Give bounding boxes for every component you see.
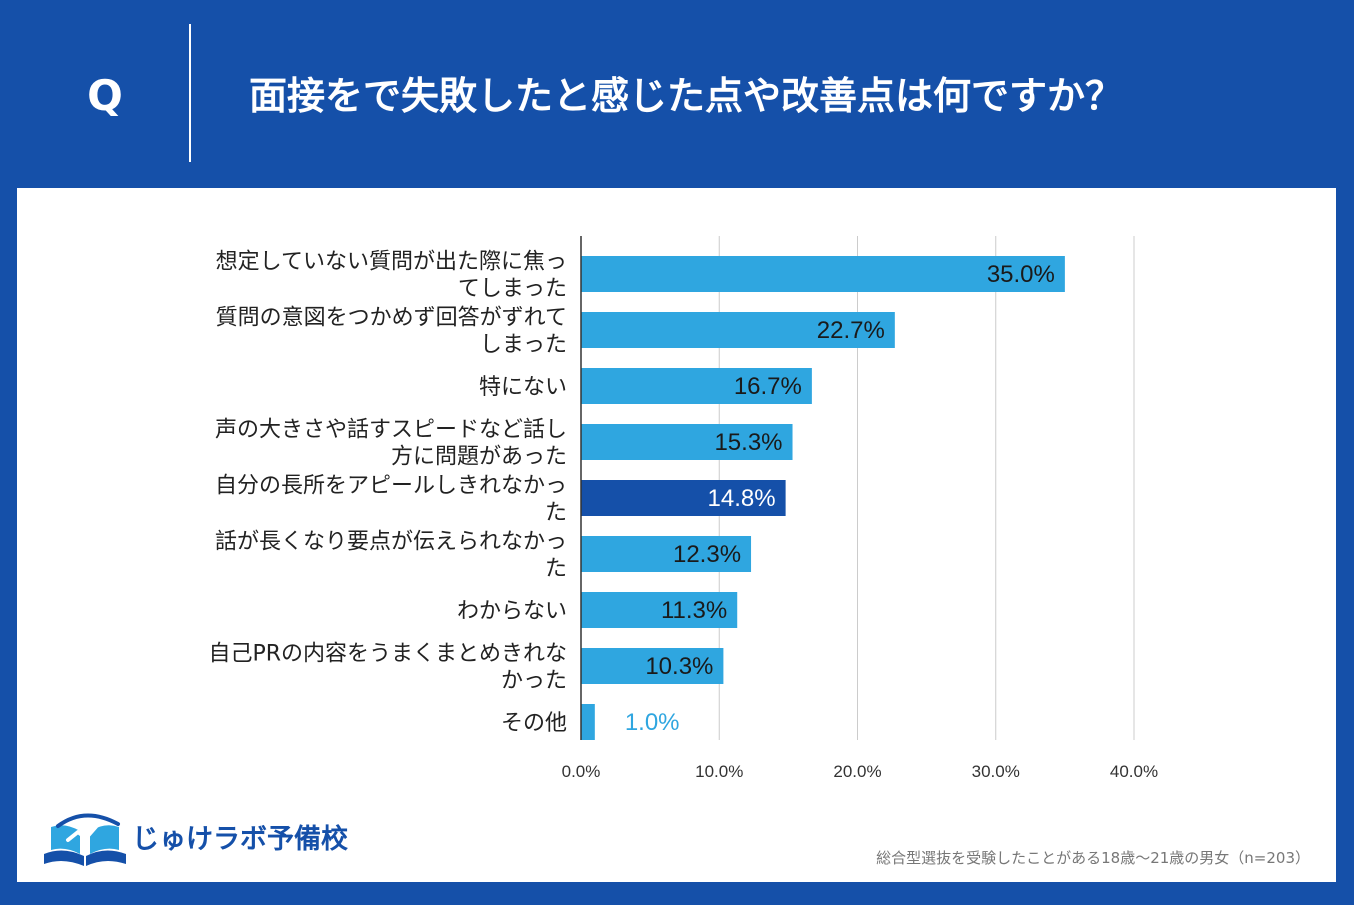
bar-value-label: 11.3% (661, 597, 727, 624)
category-label: 特にない (479, 375, 567, 400)
category-label: 話が長くなり要点が伝えられなかっ (215, 530, 567, 555)
category-label: その他 (501, 711, 567, 736)
header: Q 面接をで失敗したと感じた点や改善点は何ですか？ (0, 0, 1354, 188)
category-label: 自己PRの内容をうまくまとめきれな (208, 642, 567, 667)
x-tick-label: 10.0% (695, 762, 743, 781)
category-label: た (545, 557, 567, 582)
x-tick-label: 20.0% (833, 762, 881, 781)
bar-value-label: 22.7% (817, 317, 885, 344)
bar (581, 704, 595, 740)
bar-highlighted (581, 480, 786, 516)
category-label: かった (501, 669, 567, 694)
bar-value-label: 1.0% (625, 709, 680, 736)
bar-value-label: 14.8% (708, 485, 776, 512)
category-label: た (545, 501, 567, 526)
bar (581, 592, 738, 628)
sample-footnote: 総合型選抜を受験したことがある18歳～21歳の男女（n=203） (876, 849, 1310, 867)
bar-value-label: 16.7% (734, 373, 802, 400)
bar (581, 312, 895, 348)
bar-value-label: 15.3% (714, 429, 782, 456)
bar-value-label: 35.0% (987, 261, 1055, 288)
x-tick-label: 0.0% (562, 762, 601, 781)
question-marker: Q (87, 71, 123, 120)
category-label: 自分の長所をアピールしきれなかっ (215, 474, 567, 499)
header-divider (189, 24, 191, 162)
category-label: わからない (457, 599, 567, 624)
open-book-icon (44, 813, 126, 866)
bar (581, 368, 812, 404)
category-label: 声の大きさや話すスピードなど話し (215, 418, 567, 443)
bar (581, 648, 724, 684)
bar (581, 256, 1065, 292)
chart-card: 35.0% 想定していない質問が出た際に焦っ てしまった 22.7% 質問の意図をつかめ… (17, 188, 1336, 882)
bar-value-label: 12.3% (673, 541, 741, 568)
category-label: しまった (480, 333, 567, 358)
question-title: 面接をで失敗したと感じた点や改善点は何ですか？ (249, 74, 1124, 118)
x-tick-label: 40.0% (1110, 762, 1158, 781)
brand-name: じゅけラボ予備校 (132, 824, 348, 855)
bar (581, 536, 752, 572)
category-label: 方に問題があった (391, 445, 567, 470)
category-label: てしまった (458, 277, 567, 302)
bar-value-label: 10.3% (645, 653, 713, 680)
category-label: 想定していない質問が出た際に焦っ (216, 250, 567, 275)
bar (581, 424, 793, 460)
x-tick-label: 30.0% (972, 762, 1020, 781)
brand-logo: じゅけラボ予備校 (40, 810, 360, 870)
category-label: 質問の意図をつかめず回答がずれて (216, 306, 567, 331)
